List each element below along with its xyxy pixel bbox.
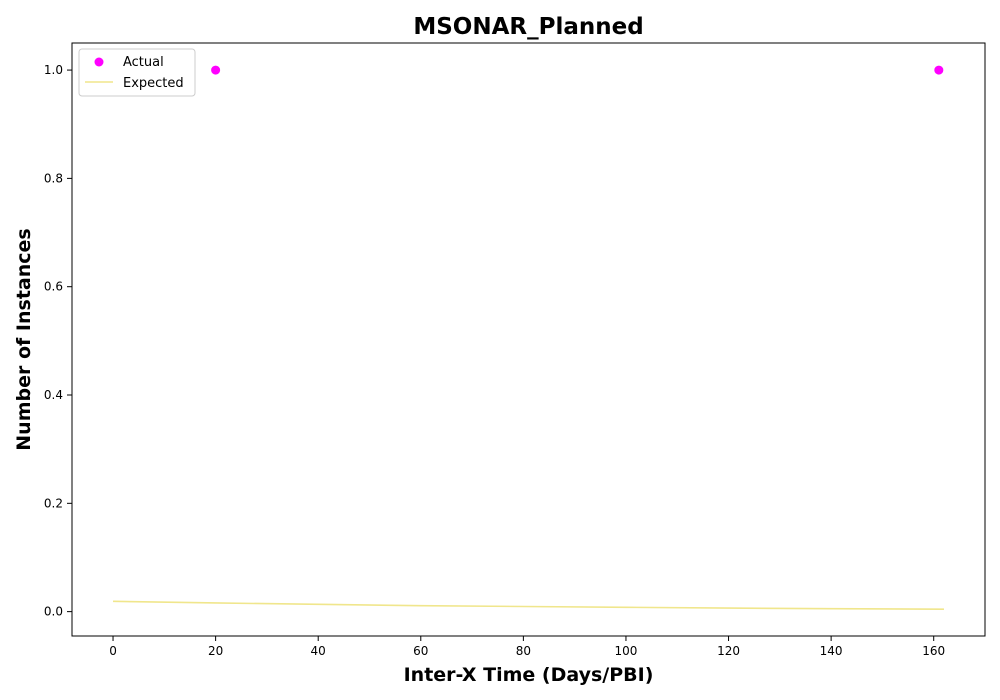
y-tick-label: 0.4 [44,388,63,402]
legend-label-expected: Expected [123,76,184,91]
x-tick-label: 40 [311,644,326,658]
x-axis-title: Inter-X Time (Days/PBI) [404,664,654,686]
x-tick-label: 0 [109,644,117,658]
y-tick-label: 0.0 [44,605,63,619]
legend-label-actual: Actual [123,55,164,70]
y-axis: 0.0 0.2 0.4 0.6 0.8 1.0 [44,63,72,619]
x-tick-label: 160 [922,644,945,658]
x-tick-label: 100 [615,644,638,658]
x-tick-label: 60 [413,644,428,658]
chart-title: MSONAR_Planned [413,14,643,40]
legend: Actual Expected [78,48,196,97]
y-tick-label: 1.0 [44,63,63,77]
y-tick-label: 0.6 [44,280,63,294]
x-axis: 0 20 40 60 80 100 120 140 160 [109,636,945,658]
x-tick-label: 80 [516,644,531,658]
y-tick-label: 0.2 [44,496,63,510]
actual-point [211,65,221,75]
legend-box [78,48,196,97]
expected-line [113,600,944,610]
y-axis-title: Number of Instances [13,228,35,450]
x-tick-label: 20 [208,644,223,658]
legend-marker-actual [94,57,104,67]
actual-point [934,65,944,75]
plot-frame [71,42,986,637]
x-tick-label: 120 [717,644,740,658]
y-tick-label: 0.8 [44,171,63,185]
x-tick-label: 140 [820,644,843,658]
